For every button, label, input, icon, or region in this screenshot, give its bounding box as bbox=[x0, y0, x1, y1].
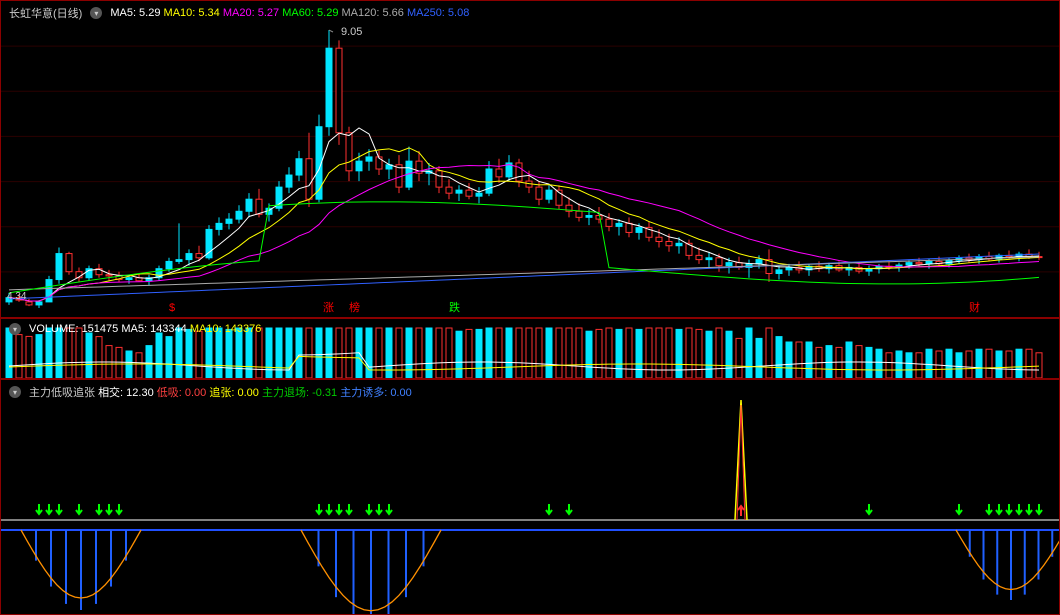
collapse-icon[interactable]: ▾ bbox=[90, 7, 102, 19]
collapse-icon[interactable]: ▾ bbox=[9, 386, 21, 398]
ma-legend: MA5: 5.29 MA10: 5.34 MA20: 5.27 MA60: 5.… bbox=[110, 7, 469, 19]
volume-header: ▾ VOLUME: 151475 MA5: 143344 MA10: 14337… bbox=[3, 321, 267, 337]
svg-text:4.34: 4.34 bbox=[7, 291, 27, 302]
price-chart-svg: $ 涨 榜 跌 财 4.34 bbox=[1, 1, 1059, 317]
volume-panel[interactable]: ▾ VOLUME: 151475 MA5: 143344 MA10: 14337… bbox=[0, 318, 1060, 379]
svg-text:财: 财 bbox=[969, 300, 980, 314]
svg-text:涨: 涨 bbox=[323, 301, 334, 314]
indicator-legend: 主力低吸追张 相交: 12.30 低吸: 0.00 追张: 0.00 主力退场:… bbox=[29, 384, 412, 400]
svg-text:榜: 榜 bbox=[349, 300, 360, 314]
svg-text:跌: 跌 bbox=[449, 300, 460, 314]
stock-title: 长虹华意(日线) bbox=[9, 5, 82, 21]
indicator-panel[interactable]: ▾ 主力低吸追张 相交: 12.30 低吸: 0.00 追张: 0.00 主力退… bbox=[0, 379, 1060, 615]
price-chart-header: 长虹华意(日线) ▾ MA5: 5.29 MA10: 5.34 MA20: 5.… bbox=[3, 3, 475, 23]
price-chart-panel[interactable]: 长虹华意(日线) ▾ MA5: 5.29 MA10: 5.34 MA20: 5.… bbox=[0, 0, 1060, 318]
svg-text:$: $ bbox=[169, 302, 175, 314]
collapse-icon[interactable]: ▾ bbox=[9, 323, 21, 335]
indicator-header: ▾ 主力低吸追张 相交: 12.30 低吸: 0.00 追张: 0.00 主力退… bbox=[3, 382, 418, 402]
indicator-chart-svg bbox=[1, 380, 1059, 614]
volume-legend: VOLUME: 151475 MA5: 143344 MA10: 143376 bbox=[29, 323, 261, 335]
